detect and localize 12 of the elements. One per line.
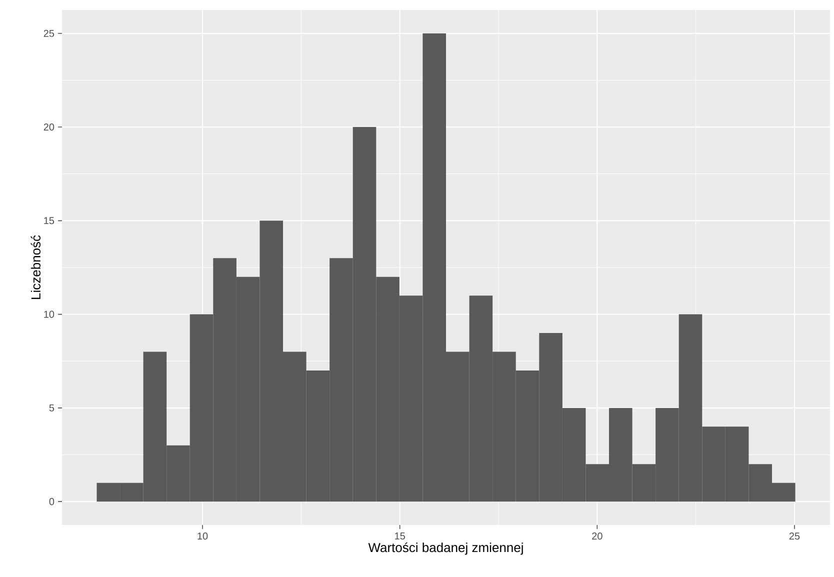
x-tick-label: 10 xyxy=(198,532,208,540)
x-tick-label: 20 xyxy=(592,532,602,540)
y-tick-label: 20 xyxy=(44,123,54,131)
y-tick-label: 10 xyxy=(44,310,54,318)
y-tick-label: 0 xyxy=(49,498,54,506)
x-axis-title: Wartości badanej zmiennej xyxy=(368,542,523,555)
y-axis-title: Liczebność xyxy=(30,235,40,299)
y-tick-label: 15 xyxy=(44,217,54,224)
x-tick-label: 15 xyxy=(395,532,405,540)
y-tick-label: 25 xyxy=(44,30,54,37)
x-tick-label: 25 xyxy=(789,532,800,540)
y-tick-label: 5 xyxy=(49,404,54,412)
